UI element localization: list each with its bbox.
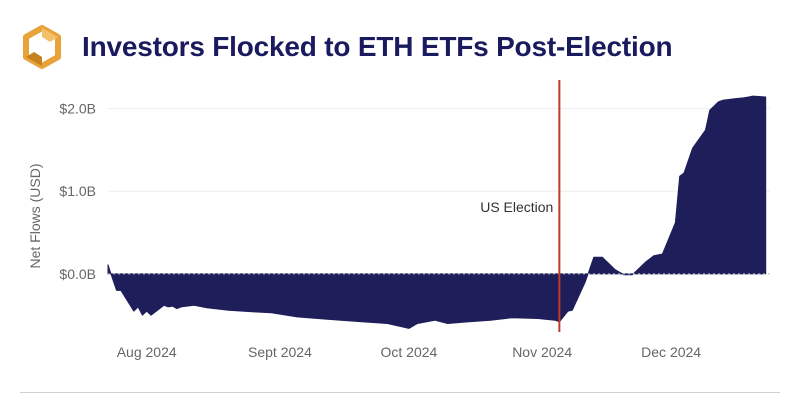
- y-axis-ticks: $0.0B $1.0B $2.0B: [59, 101, 96, 282]
- area-series: [107, 95, 767, 329]
- y-tick-label: $1.0B: [59, 183, 96, 199]
- x-axis-ticks: Aug 2024 Sept 2024 Oct 2024 Nov 2024 Dec 202…: [117, 344, 702, 360]
- y-tick-label: $2.0B: [59, 101, 96, 117]
- x-tick-label: Oct 2024: [380, 344, 437, 360]
- header: Investors Flocked to ETH ETFs Post-Elect…: [20, 22, 673, 72]
- x-tick-label: Aug 2024: [117, 344, 177, 360]
- x-tick-label: Nov 2024: [512, 344, 572, 360]
- x-tick-label: Dec 2024: [641, 344, 701, 360]
- net-flows-area: [107, 95, 767, 329]
- bottom-divider: [20, 392, 780, 393]
- x-tick-label: Sept 2024: [248, 344, 312, 360]
- gold-hexagon-logo-icon: [23, 25, 61, 69]
- page-title: Investors Flocked to ETH ETFs Post-Elect…: [82, 31, 673, 62]
- us-election-label: US Election: [480, 199, 553, 215]
- y-axis-label: Net Flows (USD): [27, 163, 43, 268]
- event-annotations: US Election: [480, 80, 561, 332]
- y-tick-label: $0.0B: [59, 266, 96, 282]
- grid-lines: [108, 108, 770, 192]
